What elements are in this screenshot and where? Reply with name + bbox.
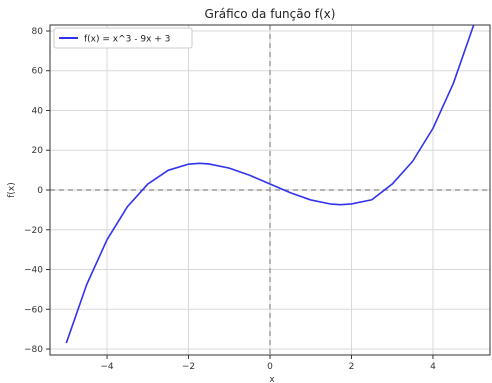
y-tick-label: −20: [24, 226, 43, 236]
reference-lines: [50, 25, 490, 355]
legend-label: f(x) = x^3 - 9x + 3: [84, 35, 170, 45]
y-tick-label: 0: [37, 186, 43, 196]
x-tick-label: 4: [430, 362, 436, 372]
y-tick-label: −60: [24, 305, 43, 315]
series-line: [65, 24, 475, 344]
y-axis-label: f(x): [7, 182, 17, 198]
x-tick-label: −4: [100, 362, 114, 372]
legend: f(x) = x^3 - 9x + 3: [53, 27, 193, 49]
y-tick-label: 80: [32, 27, 44, 37]
y-tick-label: −80: [24, 345, 43, 355]
x-axis-label: x: [269, 375, 275, 383]
legend-box: [53, 27, 193, 49]
x-tick-label: −2: [182, 362, 195, 372]
x-tick-label: 0: [267, 362, 273, 372]
series-layer: [65, 24, 475, 344]
y-tick-label: 60: [32, 67, 44, 77]
y-tick-label: 20: [32, 146, 44, 156]
chart-title: Gráfico da função f(x): [205, 7, 336, 21]
x-tick-label: 2: [349, 362, 355, 372]
y-tick-label: 40: [32, 106, 44, 116]
y-tick-label: −40: [24, 266, 43, 276]
